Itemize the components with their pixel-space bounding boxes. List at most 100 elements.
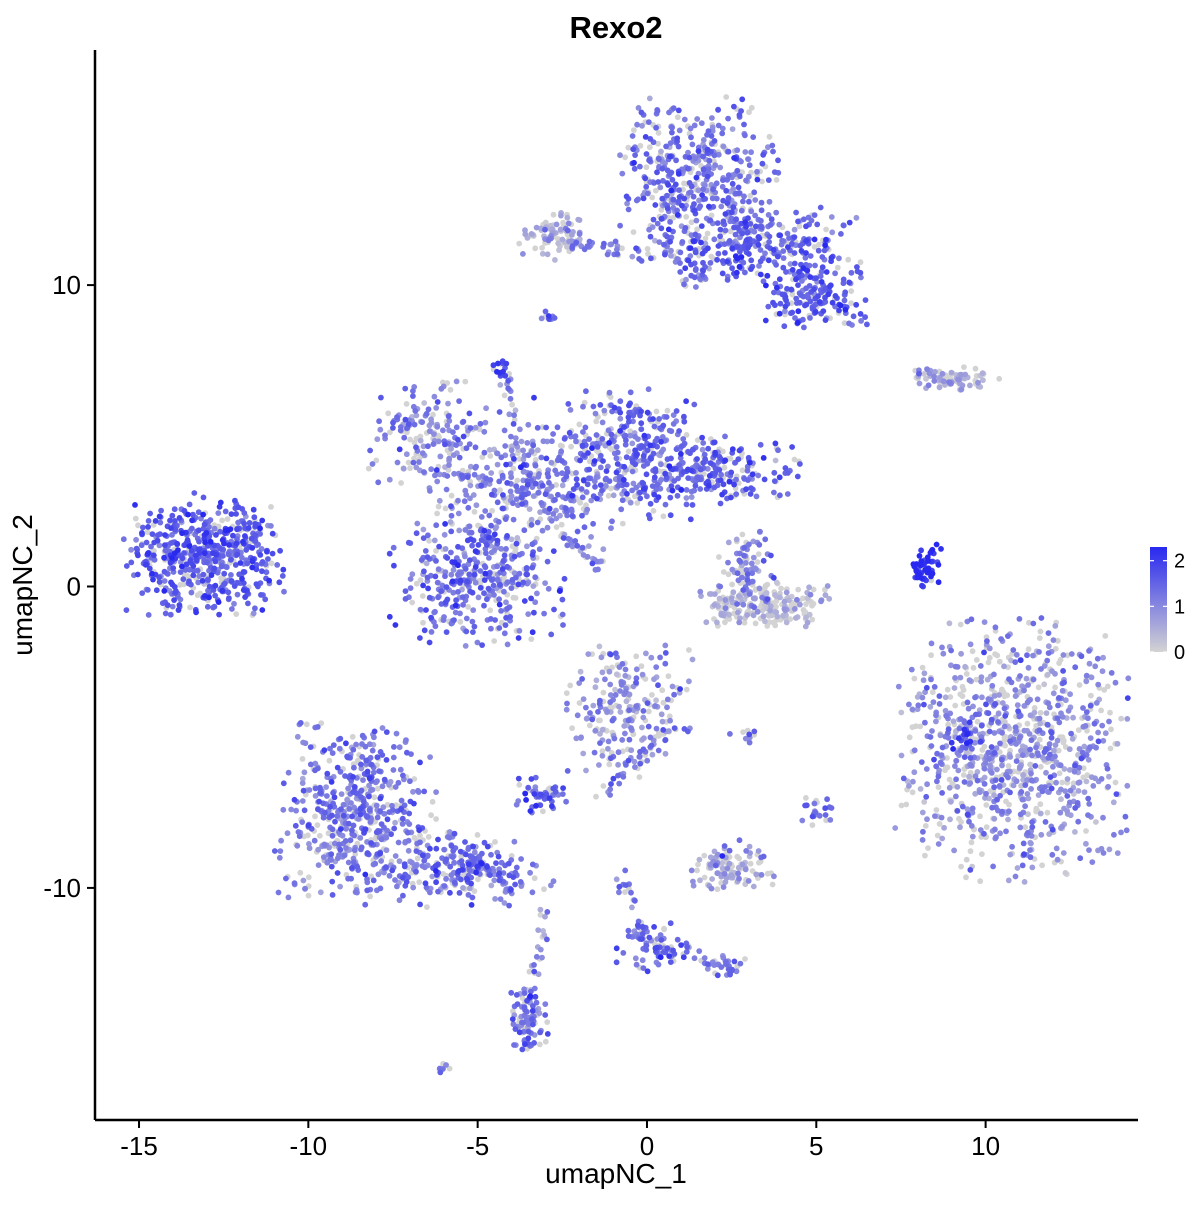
cell-point xyxy=(939,644,945,651)
cell-point xyxy=(593,793,599,800)
cell-point xyxy=(530,493,537,499)
cell-point xyxy=(697,486,704,492)
cell-point xyxy=(811,244,818,250)
cell-point xyxy=(782,308,788,315)
cell-point xyxy=(719,448,726,455)
cell-point xyxy=(445,400,451,407)
cell-point xyxy=(447,863,454,870)
cell-point xyxy=(520,1019,527,1026)
cell-point xyxy=(538,500,545,506)
cell-point xyxy=(505,385,512,392)
cell-point xyxy=(711,602,718,608)
cell-point xyxy=(433,789,439,795)
cell-point xyxy=(662,642,669,649)
cell-point xyxy=(933,712,939,719)
cell-point xyxy=(779,237,785,244)
cell-point xyxy=(769,142,776,149)
cell-point xyxy=(946,374,953,380)
cell-point xyxy=(552,257,558,263)
cell-point xyxy=(961,719,968,726)
cell-point xyxy=(822,812,829,818)
cell-point xyxy=(853,214,860,221)
cell-point xyxy=(664,696,671,703)
cell-point xyxy=(474,832,481,838)
cell-point xyxy=(957,621,964,628)
cell-point xyxy=(1022,803,1028,810)
cell-point xyxy=(670,214,677,221)
cell-point xyxy=(752,197,759,203)
cell-point xyxy=(411,421,418,428)
cell-point xyxy=(1059,823,1065,830)
cell-point xyxy=(621,723,628,729)
cell-point xyxy=(930,699,937,705)
cell-point xyxy=(1085,756,1092,763)
cell-point xyxy=(186,501,193,508)
cell-point xyxy=(271,848,278,854)
cell-point xyxy=(979,370,986,377)
cell-point xyxy=(640,708,647,714)
cell-point xyxy=(650,507,657,514)
cell-point xyxy=(509,576,516,583)
cell-point xyxy=(370,877,377,884)
cell-point xyxy=(529,1016,535,1022)
cell-point xyxy=(751,604,757,611)
cell-point xyxy=(1099,668,1106,675)
cell-point xyxy=(1082,723,1089,729)
cell-point xyxy=(693,217,700,224)
points-layer xyxy=(120,94,1132,1076)
cell-point xyxy=(579,676,585,682)
cell-point xyxy=(743,560,749,566)
cell-point xyxy=(564,700,570,707)
cell-point xyxy=(848,300,854,306)
cell-point xyxy=(352,889,359,895)
cell-point xyxy=(413,863,419,869)
cell-point xyxy=(724,277,731,283)
cell-point xyxy=(305,874,312,881)
cell-point xyxy=(978,722,985,729)
cell-point xyxy=(524,440,531,446)
cell-point xyxy=(557,226,564,233)
cell-point xyxy=(508,989,515,996)
cell-point xyxy=(204,603,211,610)
cell-point xyxy=(911,675,918,682)
cell-point xyxy=(655,961,662,968)
cell-point xyxy=(534,590,540,597)
cell-point xyxy=(585,543,592,549)
cell-point xyxy=(991,815,998,822)
cell-point xyxy=(908,666,915,673)
cell-point xyxy=(629,487,635,494)
cell-point xyxy=(544,524,551,531)
cell-point xyxy=(643,183,650,190)
cell-point xyxy=(848,269,855,276)
cell-point xyxy=(1056,770,1063,777)
cell-point xyxy=(583,767,589,774)
cell-point xyxy=(470,629,476,635)
cell-point xyxy=(892,825,899,831)
cell-point xyxy=(218,563,225,570)
cell-point xyxy=(746,198,752,205)
cell-point xyxy=(1028,737,1035,744)
cell-point xyxy=(555,240,562,247)
cell-point xyxy=(649,692,655,698)
cell-point xyxy=(1083,840,1089,847)
cell-point xyxy=(688,134,694,141)
cell-point xyxy=(462,553,468,560)
cell-point xyxy=(299,798,306,804)
cell-point xyxy=(524,543,530,550)
cell-point xyxy=(744,612,751,618)
cell-point xyxy=(1107,709,1113,716)
cell-point xyxy=(337,883,343,890)
cell-point xyxy=(756,585,763,592)
cell-point xyxy=(929,689,936,696)
cell-point xyxy=(755,472,762,479)
cell-point xyxy=(381,869,387,876)
cell-point xyxy=(1083,828,1089,834)
cell-point xyxy=(725,195,732,201)
cell-point xyxy=(431,393,438,400)
cell-point xyxy=(501,588,507,595)
cell-point xyxy=(550,431,556,437)
cell-point xyxy=(507,488,514,495)
cell-point xyxy=(798,292,804,298)
cell-point xyxy=(1022,782,1029,788)
cell-point xyxy=(151,547,157,554)
